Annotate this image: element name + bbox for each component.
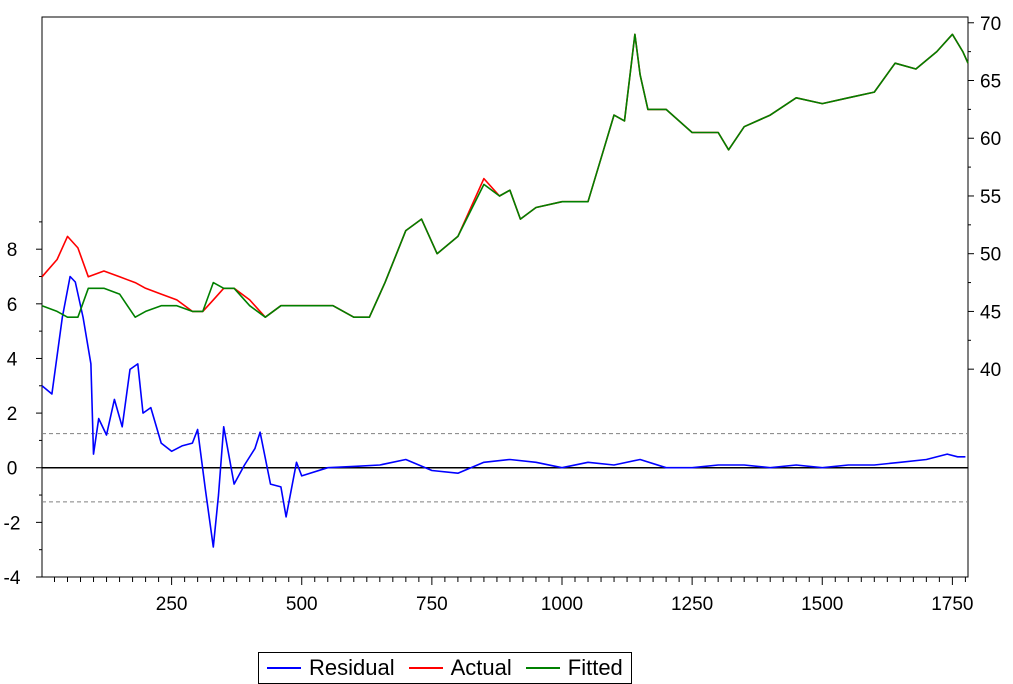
series-line-fitted <box>41 33 969 319</box>
right-tick-label: 45 <box>980 302 1001 323</box>
x-tick-label: 1000 <box>541 594 583 615</box>
x-tick-label: 1500 <box>801 594 843 615</box>
legend-label-actual: Actual <box>450 655 512 680</box>
series-line-residual <box>41 275 966 548</box>
legend-label-residual: Residual <box>309 655 395 680</box>
right-tick-label: 65 <box>980 72 1001 93</box>
series-line-actual <box>41 33 969 319</box>
legend-item-residual: Residual <box>267 655 395 681</box>
left-tick-label: -2 <box>4 513 21 534</box>
left-tick-label: 6 <box>7 295 18 316</box>
x-tick-label: 1750 <box>931 594 973 615</box>
left-tick-label: 2 <box>7 404 18 425</box>
x-tick-label: 500 <box>286 594 318 615</box>
legend-swatch-fitted <box>525 667 560 669</box>
left-tick-label: 0 <box>7 459 18 480</box>
legend-swatch-residual <box>267 667 301 669</box>
right-tick-label: 40 <box>980 360 1001 381</box>
legend-item-fitted: Fitted <box>525 655 623 681</box>
right-tick-label: 50 <box>980 245 1001 266</box>
x-tick-label: 1250 <box>671 594 713 615</box>
right-tick-label: 60 <box>980 129 1001 150</box>
right-tick-label: 55 <box>980 187 1001 208</box>
x-tick-label: 250 <box>156 594 188 615</box>
plot-frame <box>41 16 969 578</box>
legend-label-fitted: Fitted <box>567 655 623 680</box>
right-tick-label: 70 <box>980 14 1001 35</box>
legend-item-actual: Actual <box>408 655 512 681</box>
left-tick-label: -4 <box>4 568 21 589</box>
left-tick-label: 4 <box>7 349 18 370</box>
left-tick-label: 8 <box>7 240 18 261</box>
x-tick-label: 750 <box>416 594 448 615</box>
legend: Residual Actual Fitted <box>258 652 632 684</box>
legend-swatch-actual <box>408 667 443 669</box>
